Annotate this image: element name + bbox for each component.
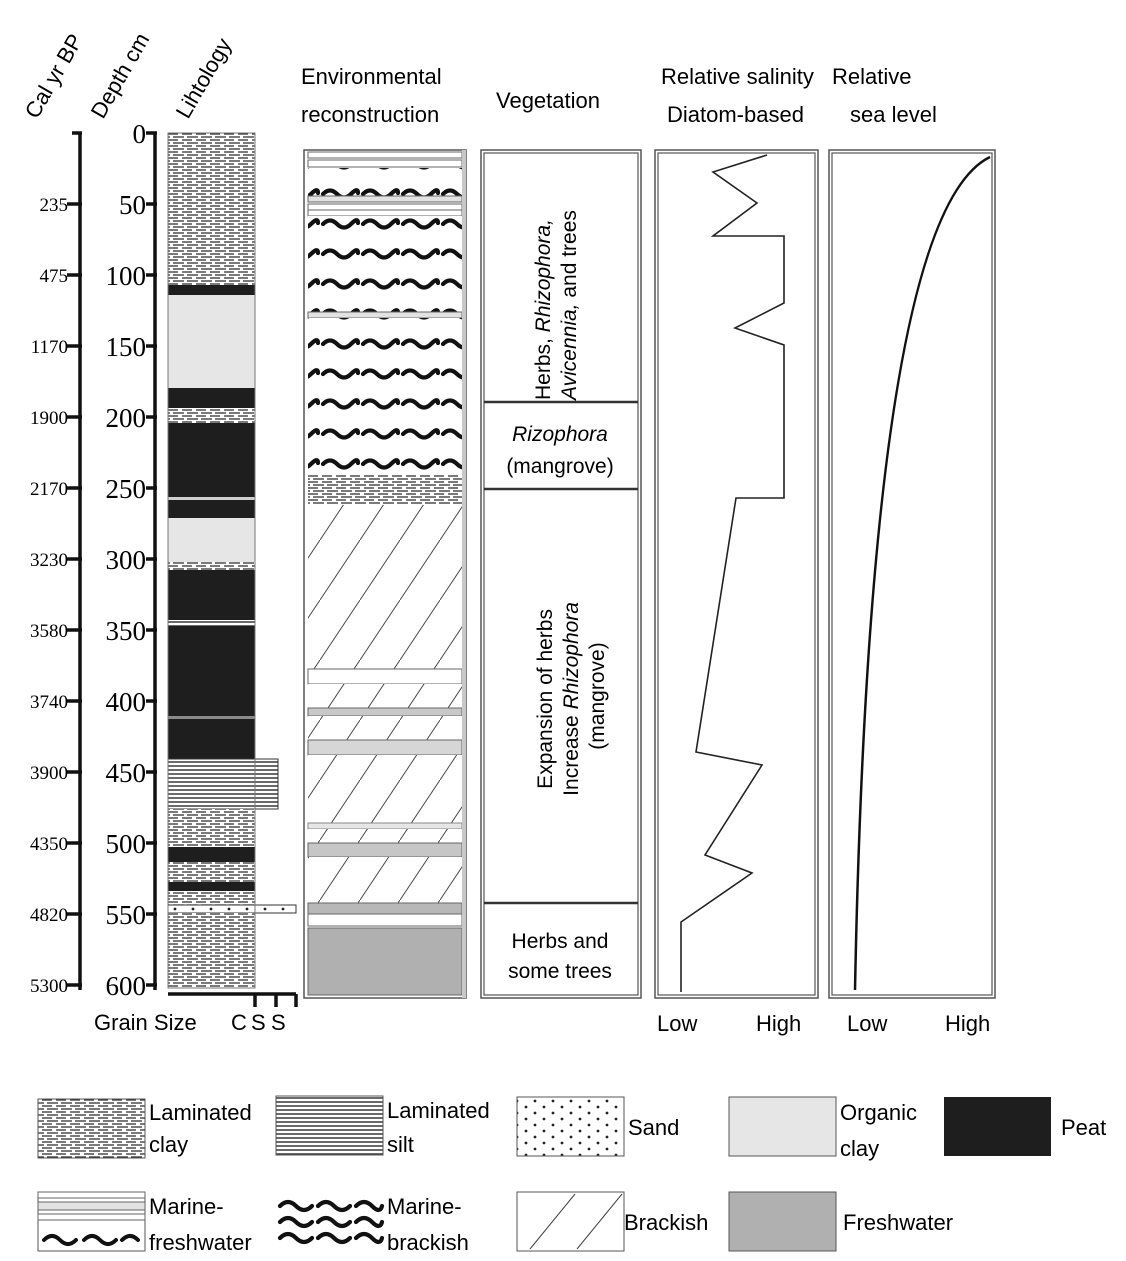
legend-swatch-laminated-clay (37, 1098, 146, 1159)
sea-level-curve (853, 155, 991, 991)
depth-tick-label: 600 (106, 971, 147, 1001)
salinity-high-label: High (756, 1011, 801, 1036)
zone3-line3: (mangrove) (586, 642, 609, 749)
age-tick-label: 3230 (30, 550, 68, 571)
age-axis: 235 475 1170 1900 2170 3230 3580 3740 3900 4350 48… (30, 131, 82, 997)
legend-swatch-laminated-silt (275, 1095, 384, 1156)
legend-marine-brackish-line2: brackish (387, 1230, 469, 1255)
legend-laminated-clay-line2: clay (149, 1132, 188, 1157)
legend-swatch-sand (516, 1096, 625, 1157)
zone1-prefix: Herbs, (532, 332, 555, 400)
legend-organic-clay-line2: clay (840, 1136, 879, 1161)
age-tick-label: 1170 (31, 337, 68, 358)
age-tick-label: 4820 (30, 905, 68, 926)
legend-organic-clay-line1: Organic (840, 1100, 917, 1125)
sea-level-low-label: Low (847, 1011, 887, 1036)
legend-marine-brackish-line1: Marine- (387, 1194, 462, 1219)
zone1-taxon2: Avicennia, (558, 303, 581, 402)
depth-axis: 0 50 100 150 200 250 300 350 400 450 500 550 600 (106, 119, 157, 1001)
grain-size-class-sand: S (271, 1010, 286, 1035)
lithology-header: Lihtology (171, 34, 237, 123)
age-tick-label: 3740 (30, 692, 68, 713)
sea-level-column (828, 149, 996, 999)
vegetation-zone2-taxon: Rizophora (512, 423, 608, 446)
legend-swatch-organic-clay (728, 1096, 837, 1157)
age-tick-label: 3900 (30, 763, 68, 784)
grain-size-class-clay: C (231, 1010, 247, 1035)
lithology-column (167, 132, 297, 989)
depth-header: Depth cm (86, 28, 155, 122)
salinity-header-line1: Relative salinity (661, 64, 814, 89)
legend-peat: Peat (1061, 1115, 1106, 1140)
zone3-line1: Expansion of herbs (534, 609, 557, 789)
vegetation-zone4-line2: some trees (508, 960, 612, 983)
vegetation-zone1: Herbs, Rhizophora,Avicennia, and trees (532, 210, 581, 402)
vegetation-column (480, 149, 642, 999)
depth-tick-label: 50 (119, 190, 146, 220)
age-tick-label: 5300 (30, 976, 68, 997)
legend-sand: Sand (628, 1115, 679, 1140)
legend-swatch-marine-brackish (276, 1192, 385, 1251)
vegetation-zone2-note: (mangrove) (506, 455, 613, 478)
sea-level-header-line2: sea level (850, 102, 937, 127)
legend-freshwater: Freshwater (843, 1210, 953, 1235)
age-tick-label: 3580 (30, 621, 68, 642)
grain-size-scale (168, 992, 298, 1007)
zone1-suffix: and trees (558, 210, 581, 303)
grain-size-label: Grain Size (94, 1010, 197, 1035)
depth-tick-label: 550 (106, 900, 147, 930)
legend-swatch-marine-freshwater (37, 1191, 146, 1252)
environment-header-line1: Environmental (301, 64, 442, 89)
salinity-column (654, 149, 819, 999)
age-tick-label: 235 (40, 195, 69, 216)
age-tick-label: 2170 (30, 479, 68, 500)
legend-swatch-peat (944, 1097, 1051, 1156)
legend-marine-freshwater-line1: Marine- (149, 1194, 224, 1219)
depth-tick-label: 0 (133, 119, 147, 149)
depth-tick-label: 450 (106, 758, 147, 788)
vegetation-zone4-line1: Herbs and (512, 930, 609, 953)
sea-level-high-label: High (945, 1011, 990, 1036)
depth-tick-label: 400 (106, 687, 147, 717)
age-tick-label: 4350 (30, 834, 68, 855)
vegetation-zone3: Expansion of herbs Increase Rhizophora (… (534, 596, 609, 796)
legend-swatch-brackish (516, 1191, 625, 1252)
grain-size-class-silt: S (251, 1010, 266, 1035)
depth-tick-label: 250 (106, 474, 147, 504)
legend-laminated-silt-line1: Laminated (387, 1098, 490, 1123)
vegetation-header: Vegetation (496, 88, 600, 113)
environment-header-line2: reconstruction (301, 102, 439, 127)
depth-tick-label: 100 (106, 261, 147, 291)
depth-tick-label: 300 (106, 545, 147, 575)
depth-tick-label: 200 (106, 403, 147, 433)
age-tick-label: 1900 (30, 408, 68, 429)
legend-laminated-silt-line2: silt (387, 1132, 414, 1157)
salinity-low-label: Low (657, 1011, 697, 1036)
sea-level-header-line1: Relative (832, 64, 911, 89)
depth-tick-label: 350 (106, 616, 147, 646)
zone3-line2: Increase Rhizophora (560, 602, 583, 796)
depth-tick-label: 500 (106, 829, 147, 859)
age-tick-label: 475 (40, 266, 69, 287)
salinity-header-line2: Diatom-based (667, 102, 804, 127)
legend: Laminated clay Laminated silt Sand Organ… (37, 1095, 1106, 1255)
zone1-taxon1: Rhizophora, (532, 219, 555, 332)
salinity-curve (680, 154, 785, 992)
legend-brackish: Brackish (624, 1210, 708, 1235)
depth-tick-label: 150 (106, 332, 147, 362)
legend-swatch-freshwater (728, 1191, 837, 1252)
environment-column (303, 149, 467, 999)
age-header: Cal yr BP (20, 30, 88, 123)
legend-laminated-clay-line1: Laminated (149, 1100, 252, 1125)
legend-marine-freshwater-line2: freshwater (149, 1230, 252, 1255)
